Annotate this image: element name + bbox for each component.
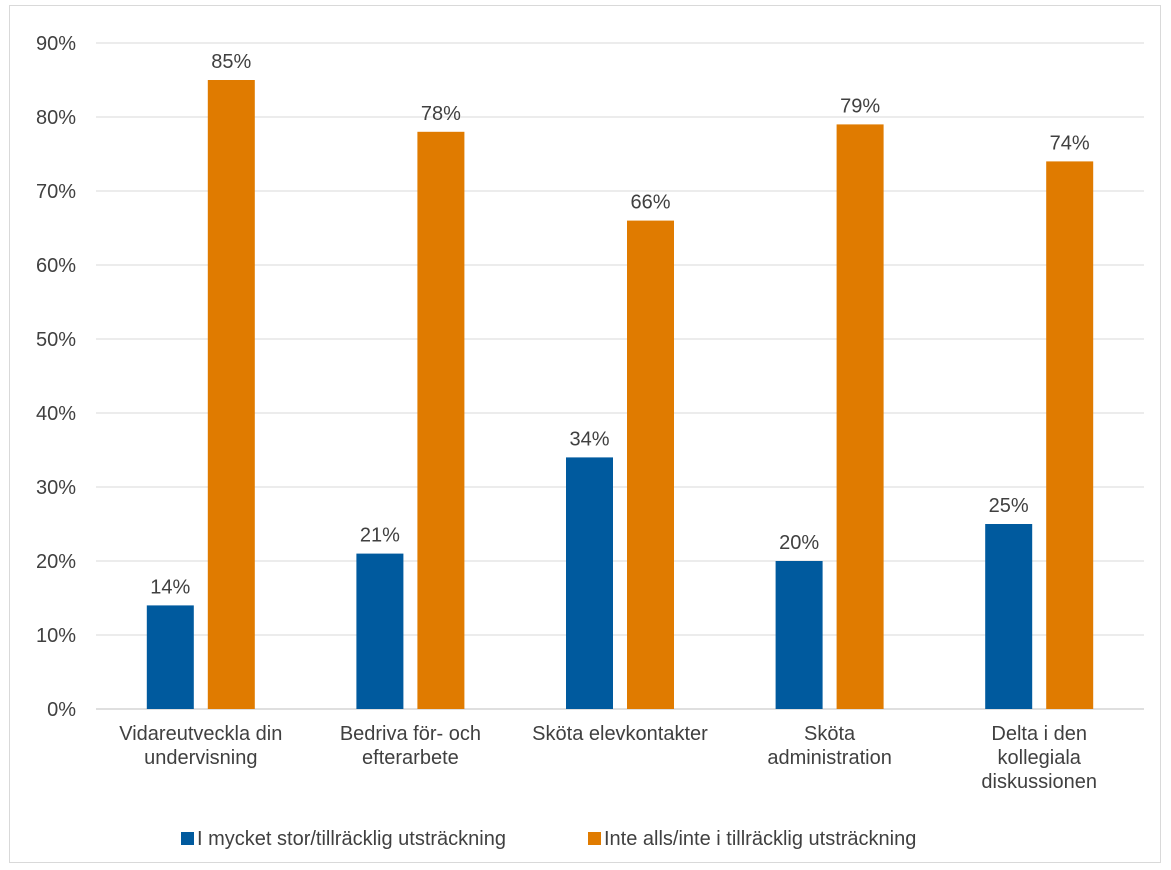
data-label: 25% xyxy=(989,495,1029,517)
data-labels: 14% 85% 21% 78% 34% 66% 20% 79% 25% 74% xyxy=(150,51,1090,598)
data-label: 78% xyxy=(421,103,461,125)
bar-series-1 xyxy=(566,457,613,709)
bar-chart: 0% 10% 20% 30% 40% 50% 60% 70% 80% 90% 14% 85% 21% 7… xyxy=(36,33,1144,850)
y-axis-ticks: 0% 10% 20% 30% 40% 50% 60% 70% 80% 90% xyxy=(36,33,76,721)
y-tick-label: 30% xyxy=(36,477,76,499)
category-label: Bedriva för- och efterarbete xyxy=(340,723,481,769)
data-label: 85% xyxy=(211,51,251,73)
category-label: Delta i den kollegiala diskussionen xyxy=(981,723,1097,793)
legend-swatch xyxy=(181,832,194,845)
bar-series-1 xyxy=(146,605,194,709)
y-tick-label: 80% xyxy=(36,107,76,129)
y-tick-label: 0% xyxy=(47,699,76,721)
bar-series-2 xyxy=(207,80,255,709)
bar-series-1 xyxy=(985,524,1033,709)
y-tick-label: 90% xyxy=(36,33,76,55)
legend-label: I mycket stor/tillräcklig utsträckning xyxy=(197,828,506,850)
y-tick-label: 10% xyxy=(36,625,76,647)
gridlines xyxy=(96,42,1144,710)
data-label: 21% xyxy=(360,525,400,547)
y-tick-label: 20% xyxy=(36,551,76,573)
legend: I mycket stor/tillräcklig utsträckning In… xyxy=(181,828,916,850)
bar-series-1 xyxy=(775,561,823,709)
legend-label: Inte alls/inte i tillräcklig utsträcknin… xyxy=(604,828,916,850)
x-axis-categories: Vidareutveckla din undervisning Bedriva fö… xyxy=(119,723,1097,793)
bar-series-2 xyxy=(417,131,465,710)
data-label: 74% xyxy=(1050,132,1090,154)
bars xyxy=(146,80,1094,710)
data-label: 14% xyxy=(150,576,190,598)
data-label: 79% xyxy=(840,95,880,117)
category-label: Vidareutveckla din undervisning xyxy=(119,723,282,769)
data-label: 66% xyxy=(630,192,670,214)
y-tick-label: 50% xyxy=(36,329,76,351)
y-tick-label: 70% xyxy=(36,181,76,203)
y-tick-label: 60% xyxy=(36,255,76,277)
y-tick-label: 40% xyxy=(36,403,76,425)
bar-series-1 xyxy=(356,553,404,709)
bar-series-2 xyxy=(1046,161,1094,709)
category-label: Sköta administration xyxy=(767,723,892,769)
data-label: 20% xyxy=(779,532,819,554)
data-label: 34% xyxy=(569,428,609,450)
legend-swatch xyxy=(588,832,601,845)
chart-frame: 0% 10% 20% 30% 40% 50% 60% 70% 80% 90% 14% 85% 21% 7… xyxy=(9,5,1161,863)
category-label: Sköta elevkontakter xyxy=(532,723,708,745)
bar-series-2 xyxy=(627,220,674,709)
bar-series-2 xyxy=(836,124,884,709)
